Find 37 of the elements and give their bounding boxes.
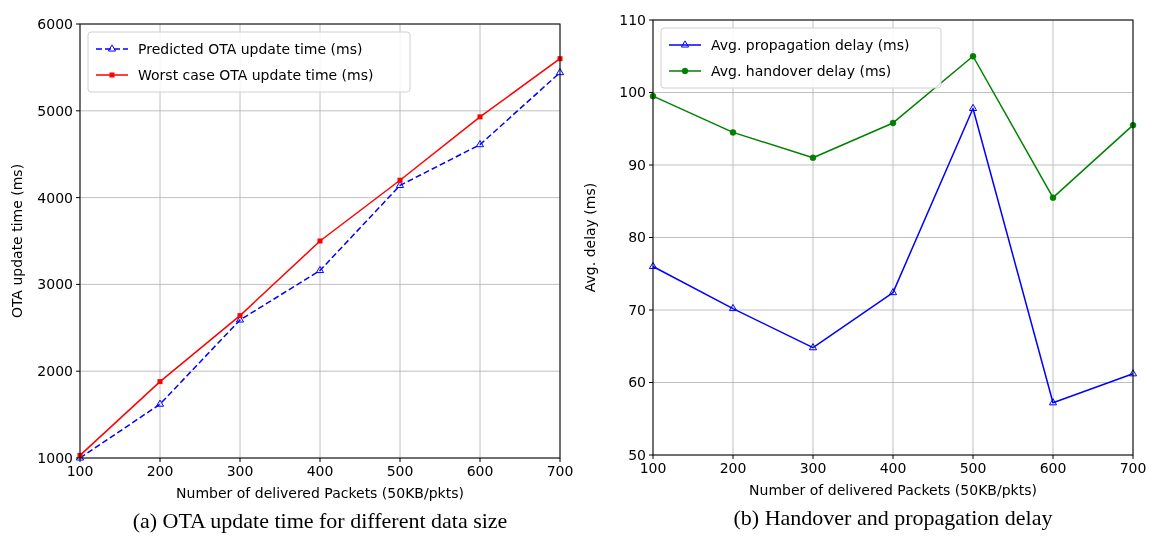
legend-label: Predicted OTA update time (ms) <box>138 40 363 57</box>
x-tick-label: 500 <box>386 463 414 479</box>
x-tick-label: 500 <box>959 460 987 476</box>
x-tick-label: 400 <box>306 463 334 479</box>
y-tick-label: 6000 <box>37 15 73 32</box>
y-tick-label: 90 <box>628 156 646 173</box>
text: (a) OTA update time for different data size <box>132 508 508 533</box>
x-tick-label: 400 <box>879 460 907 476</box>
y-tick-label: 4000 <box>37 189 73 206</box>
y-tick-label: 1000 <box>37 449 73 466</box>
y-tick-label: 110 <box>619 11 646 28</box>
x-tick-label: 700 <box>546 463 574 479</box>
x-tick-label: 300 <box>799 460 827 476</box>
y-axis-title: OTA update time (ms) <box>9 163 25 319</box>
legend-label: Worst case OTA update time (ms) <box>138 66 374 83</box>
x-tick-label: 700 <box>1119 460 1147 476</box>
x-axis-title: Number of delivered Packets (50KB/pkts) <box>176 485 464 501</box>
x-tick-label: 100 <box>639 460 667 476</box>
x-tick-label: 200 <box>146 463 174 479</box>
y-tick-label: 5000 <box>37 102 73 119</box>
x-tick-label: 200 <box>719 460 747 476</box>
y-axis-title: Avg. delay (ms) <box>582 182 598 293</box>
legend-label: Avg. propagation delay (ms) <box>711 36 910 53</box>
y-tick-label: 60 <box>628 374 646 391</box>
text: (b) Handover and propagation delay <box>733 505 1053 530</box>
y-tick-label: 80 <box>628 229 646 246</box>
y-tick-label: 70 <box>628 301 646 318</box>
x-tick-label: 600 <box>466 463 494 479</box>
y-tick-label: 100 <box>619 84 646 101</box>
y-tick-label: 2000 <box>37 363 73 380</box>
x-tick-label: 100 <box>66 463 94 479</box>
x-axis-title: Number of delivered Packets (50KB/pkts) <box>749 482 1037 498</box>
legend-label: Avg. handover delay (ms) <box>711 62 892 79</box>
y-tick-label: 50 <box>628 446 646 463</box>
x-tick-label: 600 <box>1039 460 1067 476</box>
y-tick-label: 3000 <box>37 276 73 293</box>
x-tick-label: 300 <box>226 463 254 479</box>
